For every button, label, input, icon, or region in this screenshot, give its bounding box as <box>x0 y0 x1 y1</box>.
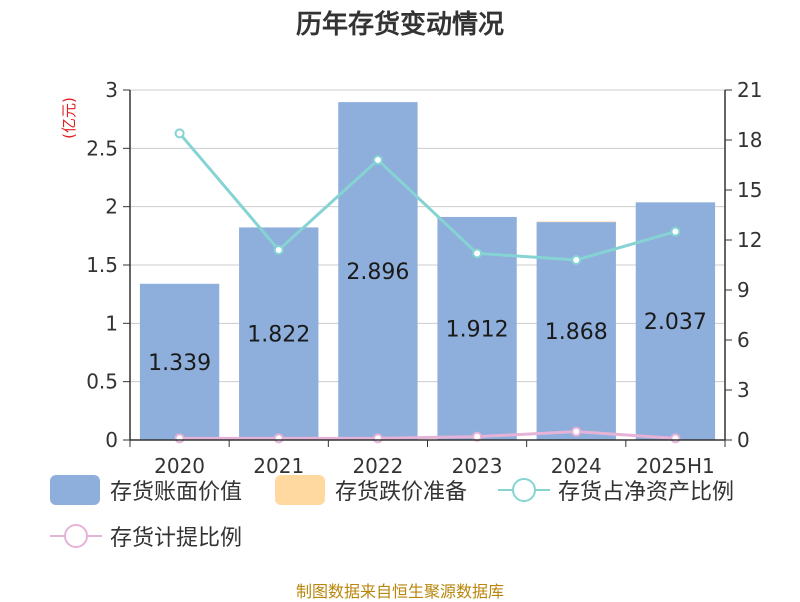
line-ratio-point <box>174 128 185 139</box>
y-left-unit-label: (亿元) <box>60 97 78 139</box>
legend-icon-ratio <box>498 478 550 502</box>
bar-book-value <box>239 227 319 440</box>
y-left-tick-label: 1 <box>105 311 118 335</box>
x-tick-label: 2021 <box>253 454 304 478</box>
y-right-tick-label: 12 <box>737 228 762 252</box>
line-ratio-point <box>571 255 582 265</box>
legend-item-ratio: 存货占净资产比例 <box>498 474 734 506</box>
line-ratio-point <box>670 226 681 237</box>
legend-label-reserve: 存货跌价准备 <box>335 480 468 505</box>
legend-label-provision: 存货计提比例 <box>110 526 243 551</box>
x-tick-label: 2022 <box>352 454 403 478</box>
y-right-tick-label: 0 <box>737 428 750 452</box>
line-provision-series <box>179 430 676 440</box>
line-ratio-point <box>273 245 284 255</box>
y-right-tick-label: 9 <box>737 278 750 302</box>
y-right-tick-label: 21 <box>737 78 762 102</box>
line-ratio-point <box>472 248 483 259</box>
x-tick-label: 2023 <box>452 454 503 478</box>
y-left-tick-label: 2 <box>105 195 118 219</box>
y-left-tick-label: 0.5 <box>86 370 118 394</box>
line-ratio-point <box>372 155 383 165</box>
bar-value-label: 2.037 <box>644 310 707 335</box>
chart-title: 历年存货变动情况 <box>295 10 504 40</box>
bar-book-value <box>139 283 220 440</box>
legend-label-book-value: 存货账面价值 <box>110 480 243 505</box>
line-provision-point <box>372 433 383 444</box>
bar-value-label: 1.868 <box>545 320 608 345</box>
x-tick-label: 2025H1 <box>636 454 715 478</box>
line-provision-point <box>670 433 681 444</box>
bar-group <box>139 102 716 440</box>
bar-value-label: 1.912 <box>446 317 509 342</box>
line-group <box>174 128 681 444</box>
bar-reserve <box>536 221 616 223</box>
bar-labels: 1.339 1.822 2.896 1.912 1.868 2.037 <box>148 260 707 376</box>
legend-item-reserve: 存货跌价准备 <box>275 474 467 506</box>
legend-item-book-value: 存货账面价值 <box>50 474 242 506</box>
y-right-tick-label: 15 <box>737 178 762 202</box>
axes: 0 0.5 1 1.5 2 2.5 3 0 3 6 9 12 15 18 21 2020 2021 2022 202… <box>86 78 762 478</box>
source-note: 制图数据来自恒生聚源数据库 <box>295 582 504 601</box>
legend-item-provision: 存货计提比例 <box>50 520 242 552</box>
bar-book-value <box>635 202 716 440</box>
line-provision-point <box>571 426 582 437</box>
y-left-tick-label: 3 <box>105 78 118 102</box>
line-provision-point <box>273 433 284 444</box>
legend-icon-provision <box>50 524 102 548</box>
bar-value-label: 2.896 <box>346 260 409 285</box>
x-tick-label: 2020 <box>154 454 205 478</box>
line-provision-point <box>174 433 185 444</box>
x-tick-label: 2024 <box>551 454 602 478</box>
legend-label-ratio: 存货占净资产比例 <box>558 480 735 505</box>
bar-value-label: 1.822 <box>247 323 310 348</box>
y-right-tick-label: 18 <box>737 128 762 152</box>
y-left-tick-label: 0 <box>105 428 118 452</box>
legend-swatch-reserve <box>275 475 325 505</box>
bar-value-label: 1.339 <box>148 351 211 376</box>
y-right-tick-label: 6 <box>737 328 750 352</box>
y-left-tick-label: 1.5 <box>86 253 118 277</box>
legend-swatch-book-value <box>50 475 100 505</box>
y-right-tick-label: 3 <box>737 378 750 402</box>
line-ratio-series <box>178 132 676 262</box>
y-left-tick-label: 2.5 <box>86 136 118 160</box>
